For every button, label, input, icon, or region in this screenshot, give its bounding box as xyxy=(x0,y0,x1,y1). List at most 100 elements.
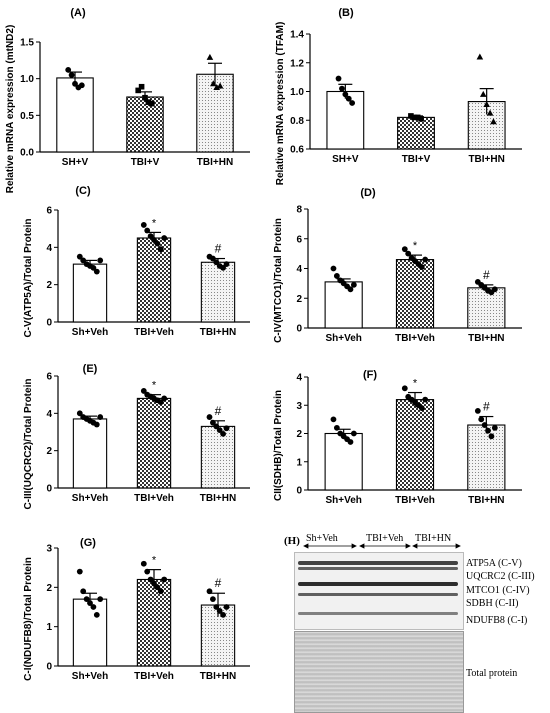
data-point xyxy=(418,264,425,270)
y-tick-label: 0 xyxy=(296,324,302,335)
data-point xyxy=(342,91,349,98)
data-point xyxy=(83,596,90,603)
y-axis-label: Relative mRNA expression (mtND2) xyxy=(5,25,16,194)
data-point xyxy=(330,416,337,423)
data-point xyxy=(206,53,214,60)
data-point xyxy=(161,235,168,241)
band-label-uqcrc2: UQCRC2 (C-III) xyxy=(466,571,535,582)
panel-label: (D) xyxy=(360,187,376,199)
bar-TBI+HN xyxy=(467,424,506,491)
y-tick-label: 1.4 xyxy=(290,30,304,41)
chart-panel-5: (F) 0 1 2 3 4 CII(SDHB)/Total Protein Sh+Veh * TB… xyxy=(273,369,522,506)
data-point xyxy=(151,580,157,587)
data-point xyxy=(151,236,157,243)
data-point xyxy=(80,588,87,595)
y-tick-label: 0.0 xyxy=(20,148,34,159)
y-tick-label: 1.0 xyxy=(20,74,34,85)
y-axis-label: Relative mRNA expression (TFAM) xyxy=(275,22,286,186)
data-point xyxy=(345,95,352,102)
data-point xyxy=(418,405,425,411)
significance-mark: # xyxy=(483,400,490,414)
data-point xyxy=(206,588,213,595)
data-point xyxy=(223,261,230,268)
data-point xyxy=(220,264,227,271)
data-point xyxy=(347,439,354,445)
significance-mark: # xyxy=(483,268,490,282)
y-tick-label: 8 xyxy=(296,205,302,216)
chart-panel-6: (G) 0 1 2 3 C-I(NDUFB8)/Total Protein Sh+Veh * T… xyxy=(23,537,250,682)
band-label-sdhb: SDBH (C-II) xyxy=(466,598,519,609)
y-axis-label: C-III(UQCRC2)/Total Protein xyxy=(23,379,34,510)
bar-TBI+Veh xyxy=(136,578,172,667)
data-point xyxy=(93,421,100,428)
y-tick-label: 2 xyxy=(46,583,52,594)
data-point xyxy=(350,281,357,288)
bar-TBI+Veh xyxy=(136,397,172,489)
significance-mark: * xyxy=(413,240,418,252)
data-point xyxy=(405,250,412,257)
data-point xyxy=(135,87,141,94)
bar-TBI+V xyxy=(126,96,164,153)
bar-TBI+Veh xyxy=(136,237,172,323)
panel-label: (E) xyxy=(83,363,98,375)
data-point xyxy=(210,419,216,426)
y-axis-label: C-V(ATP5A)/Total Protein xyxy=(23,218,34,337)
y-tick-label: 0 xyxy=(46,318,52,329)
data-point xyxy=(157,246,164,253)
data-point xyxy=(213,423,220,430)
data-point xyxy=(485,427,491,434)
x-tick-label: TBI+Veh xyxy=(395,333,435,344)
data-point xyxy=(97,257,104,264)
data-point xyxy=(478,416,485,423)
bar-TBI+HN xyxy=(200,604,236,667)
y-axis-label: CII(SDHB)/Total Protein xyxy=(273,390,284,501)
blot-group-sh-veh: Sh+Veh xyxy=(306,533,338,544)
data-point xyxy=(147,576,154,583)
y-tick-label: 3 xyxy=(46,544,52,555)
data-point xyxy=(401,246,408,253)
x-tick-label: TBI+V xyxy=(402,154,431,165)
y-tick-label: 4 xyxy=(46,409,52,420)
y-tick-label: 2 xyxy=(296,429,302,440)
data-point xyxy=(491,286,498,293)
y-tick-label: 0.6 xyxy=(290,145,304,156)
blot-image-mito xyxy=(294,552,464,630)
bar-Sh+Veh xyxy=(324,432,363,491)
data-point xyxy=(333,273,340,279)
blot-bands xyxy=(298,561,458,615)
x-tick-label: TBI+HN xyxy=(468,495,504,506)
x-tick-label: TBI+HN xyxy=(200,671,236,682)
x-tick-label: Sh+Veh xyxy=(325,495,361,506)
data-point xyxy=(154,584,161,591)
x-tick-label: Sh+Veh xyxy=(325,333,361,344)
data-point xyxy=(418,116,424,122)
x-tick-label: Sh+Veh xyxy=(72,327,108,338)
significance-mark: * xyxy=(152,217,157,229)
western-blot-panel: (H) Sh+Veh TBI+Veh TBI+HN ATP5A (C-V) UQ… xyxy=(280,525,550,713)
data-point xyxy=(422,396,429,403)
data-point xyxy=(76,568,83,575)
x-tick-label: TBI+HN xyxy=(197,157,233,168)
data-point xyxy=(138,83,145,90)
data-point xyxy=(90,264,97,271)
data-point xyxy=(213,604,220,610)
blot-group-tbi-veh: TBI+Veh xyxy=(366,533,404,544)
data-point xyxy=(206,414,213,420)
data-point xyxy=(401,385,408,392)
chart-panel-4: (E) 0 2 4 6 C-III(UQCRC2)/Total Protein Sh+Veh… xyxy=(23,363,250,509)
x-tick-label: TBI+Veh xyxy=(134,327,174,338)
data-point xyxy=(72,80,78,87)
data-point xyxy=(93,268,100,275)
significance-mark: * xyxy=(152,380,157,392)
x-tick-label: TBI+V xyxy=(131,157,160,168)
data-point xyxy=(330,265,337,272)
bar-SH+V xyxy=(56,77,94,153)
x-tick-label: TBI+Veh xyxy=(134,671,174,682)
y-axis-label: C-I(NDUFB8)/Total Protein xyxy=(23,557,34,681)
y-tick-label: 1 xyxy=(296,457,302,468)
blot-arrows xyxy=(303,543,461,549)
data-point xyxy=(68,72,75,78)
y-tick-label: 1.2 xyxy=(290,58,304,69)
data-point xyxy=(210,255,216,262)
data-point xyxy=(161,576,168,583)
